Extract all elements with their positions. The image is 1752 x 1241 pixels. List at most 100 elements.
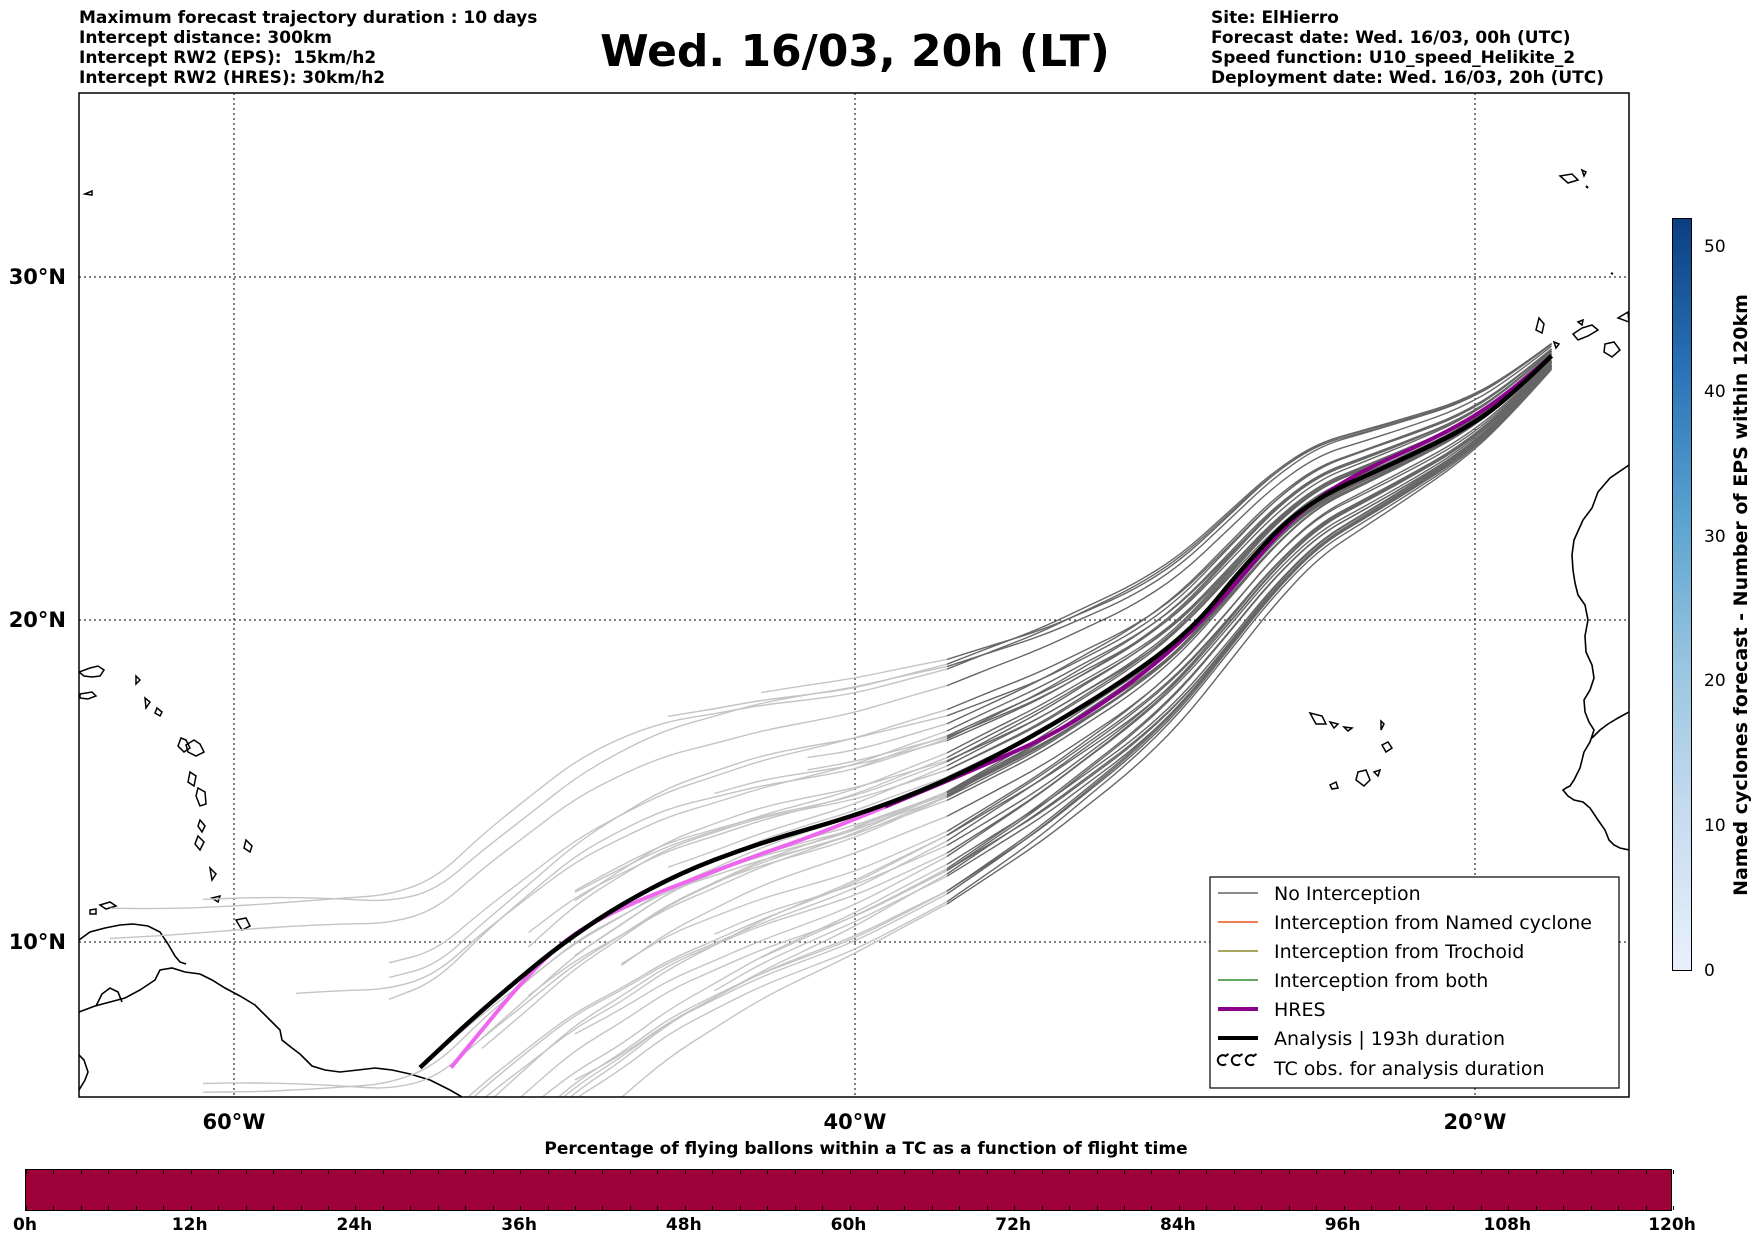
bottom-colorbar-tick-label: 0h (13, 1215, 37, 1235)
island-lesser-antilles-4 (177, 737, 191, 753)
bottom-colorbar-tick-label: 96h (1324, 1215, 1361, 1235)
eps-member-track (760, 658, 948, 694)
eps-member-track (946, 342, 1552, 661)
header-line-distance: Intercept distance: 300km (79, 28, 332, 48)
colorbar-tick (849, 1206, 851, 1210)
colorbar-tick (300, 1170, 302, 1174)
eps-member-track (946, 367, 1553, 903)
eps-member-track (481, 799, 948, 1049)
eps-member-track (109, 668, 948, 910)
colorbar-tick (520, 1170, 522, 1174)
island-cape-verde-sao-nicolau (1341, 725, 1354, 732)
colorbar-tick (712, 1206, 714, 1210)
colorbar-tick (1206, 1206, 1208, 1210)
colorbar-tick (1041, 1170, 1043, 1174)
side-colorbar-title: Named cyclones forecast - Number of EPS … (1730, 294, 1752, 896)
colorbar-tick (1233, 1206, 1235, 1210)
island-cape-verde-sal (1380, 719, 1385, 731)
island-curacao (89, 908, 97, 915)
colorbar-tick (437, 1170, 439, 1174)
eps-member-track (202, 795, 948, 1093)
island-lesser-antilles-1 (135, 674, 142, 686)
eps-member-track (946, 342, 1552, 665)
header-line-rw2-hres: Intercept RW2 (HRES): 30km/h2 (79, 68, 386, 88)
colorbar-tick (794, 1206, 796, 1210)
longitude-labels: 60°W 40°W 20°W (203, 1110, 1507, 1134)
island-azores (82, 189, 93, 196)
eps-member-track (714, 791, 948, 873)
colorbar-tick (80, 1170, 82, 1174)
legend-label-no-interception: No Interception (1274, 883, 1421, 905)
eps-member-track (946, 348, 1552, 725)
eps-member-track (109, 684, 948, 940)
bottom-colorbar-tick-label: 48h (665, 1215, 702, 1235)
eps-member-track (621, 903, 948, 1097)
colorbar-tick (1343, 1206, 1345, 1210)
side-colorbar-tick-label: 0 (1704, 961, 1715, 981)
colorbar-tick (1480, 1170, 1482, 1174)
eps-member-track (714, 776, 948, 862)
colorbar-tick (959, 1170, 961, 1174)
eps-member-track (202, 665, 948, 902)
coastline-colombia-west (79, 1054, 89, 1091)
eps-member-track (541, 863, 948, 1097)
colorbar-tick (1673, 1170, 1674, 1174)
eps-member-track (946, 360, 1552, 832)
colorbar-tick (1453, 1170, 1455, 1174)
colorbar-tick (135, 1206, 137, 1210)
colorbar-tick (382, 1170, 384, 1174)
eps-member-track (946, 366, 1553, 892)
colorbar-tick (1645, 1206, 1647, 1210)
bottom-colorbar-tick-label: 120h (1648, 1215, 1696, 1235)
colorbar-tick (931, 1206, 933, 1210)
coastline-lake-maracaibo (95, 987, 123, 1007)
colorbar-tick (849, 1170, 851, 1174)
colorbar-tick (327, 1170, 329, 1174)
side-colorbar-tick-label: 10 (1704, 816, 1726, 837)
colorbar-tick (1563, 1170, 1565, 1174)
colorbar-tick (1316, 1206, 1318, 1210)
island-puerto-rico (79, 691, 98, 700)
island-grenada (208, 865, 217, 882)
colorbar-tick (1453, 1206, 1455, 1210)
eps-member-track (528, 791, 948, 997)
colorbar-tick (904, 1206, 906, 1210)
island-hispaniola (79, 665, 106, 678)
colorbar-tick (602, 1206, 604, 1210)
eps-member-track (557, 890, 948, 1097)
coastline-venezuela-gulf (79, 923, 187, 965)
eps-trajectories-long (109, 658, 948, 1097)
colorbar-tick (547, 1170, 549, 1174)
island-lesser-antilles-3 (154, 706, 163, 718)
colorbar-tick (1124, 1170, 1125, 1174)
island-lanzarote (1616, 310, 1629, 323)
bottom-colorbar (25, 1169, 1674, 1211)
header-line-site: Site: ElHierro (1211, 8, 1339, 28)
colorbar-tick (1371, 1206, 1373, 1210)
colorbar-tick (904, 1170, 906, 1174)
colorbar-tick (355, 1170, 357, 1174)
colorbar-tick (327, 1206, 329, 1210)
colorbar-tick (218, 1170, 220, 1174)
colorbar-tick (684, 1206, 686, 1210)
hres-track (884, 354, 1553, 809)
colorbar-tick (410, 1170, 412, 1174)
eps-member-track (946, 350, 1552, 732)
colorbar-tick (245, 1170, 247, 1174)
colorbar-tick (1508, 1206, 1510, 1210)
eps-member-track (388, 708, 948, 964)
colorbar-tick (410, 1206, 412, 1210)
eps-member-track (621, 815, 948, 966)
eps-member-track (946, 361, 1553, 837)
lat-label-30n: 30°N (9, 265, 66, 289)
lon-label-20w: 20°W (1444, 1110, 1507, 1134)
legend: No Interception Interception from Named … (1209, 876, 1620, 1089)
colorbar-tick (1124, 1206, 1125, 1210)
colorbar-tick (1261, 1170, 1263, 1174)
legend-box (1209, 876, 1620, 1089)
eps-member-track (807, 736, 948, 771)
colorbar-tick (986, 1170, 988, 1174)
lon-label-40w: 40°W (824, 1110, 887, 1134)
colorbar-tick (986, 1206, 988, 1210)
colorbar-tick (629, 1170, 631, 1174)
